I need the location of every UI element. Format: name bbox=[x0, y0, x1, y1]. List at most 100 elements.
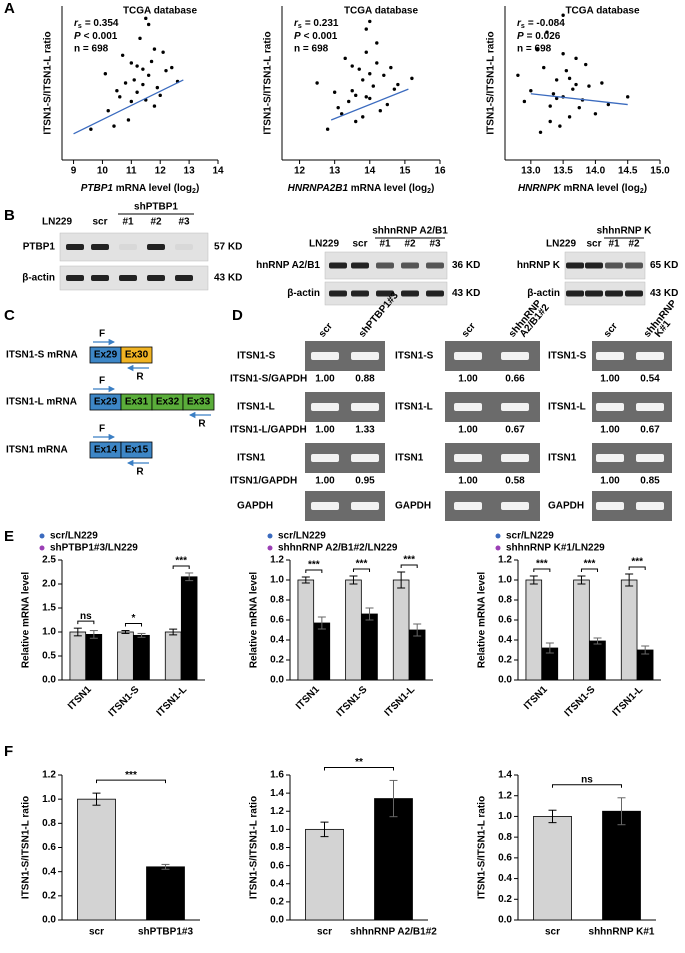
blot-band bbox=[605, 262, 623, 269]
stat-p-part: = 0.026 bbox=[527, 31, 561, 42]
significance-label: *** bbox=[175, 556, 187, 567]
panel-label: C bbox=[4, 307, 15, 324]
y-tick-label: 0.2 bbox=[498, 894, 512, 905]
bar bbox=[164, 631, 182, 681]
point bbox=[152, 104, 157, 108]
point bbox=[545, 30, 549, 34]
point bbox=[354, 119, 358, 124]
chart-title: TCGA database bbox=[123, 6, 198, 17]
significance-bracket bbox=[580, 568, 599, 572]
significance-label: * bbox=[132, 613, 136, 624]
significance-label: *** bbox=[125, 770, 137, 781]
point bbox=[132, 78, 136, 82]
blot-cell-label: LN229 bbox=[42, 217, 72, 228]
significance-bracket bbox=[400, 564, 418, 568]
legend-marker bbox=[267, 533, 273, 539]
y-tick-label: 1.4 bbox=[270, 788, 284, 799]
point bbox=[554, 96, 559, 101]
gel-band bbox=[351, 502, 379, 510]
stat-rs-part: r bbox=[74, 18, 79, 29]
point bbox=[516, 73, 520, 78]
x-tick-label: shhnRNP A2/B1#2 bbox=[350, 927, 437, 938]
stat-p: P = 0.026 bbox=[517, 31, 561, 42]
panel-label: D bbox=[232, 307, 243, 324]
transcript-name: ITSN1-L mRNA bbox=[6, 397, 77, 408]
blot-group-label: shhnRNP K bbox=[597, 226, 653, 237]
point bbox=[126, 118, 131, 122]
y-axis-label: ITSN1-S/ITSN1-L ratio bbox=[43, 31, 54, 134]
primer-label: F bbox=[99, 424, 105, 435]
point bbox=[106, 109, 110, 113]
trend-line bbox=[530, 93, 628, 106]
gel-band bbox=[636, 454, 664, 462]
point bbox=[385, 102, 390, 107]
y-axis-label: Relative mRNA level bbox=[477, 572, 488, 669]
blot-band bbox=[401, 290, 419, 297]
bar bbox=[133, 634, 150, 681]
blot-band bbox=[376, 290, 394, 297]
legend-label: shPTBP1#3/LN229 bbox=[50, 543, 138, 554]
bar bbox=[602, 810, 641, 921]
x-tick-label: 14.0 bbox=[586, 166, 606, 177]
blot-band bbox=[91, 244, 109, 250]
primer-label: R bbox=[198, 419, 206, 430]
exon-label: Ex15 bbox=[125, 445, 149, 456]
point bbox=[584, 62, 588, 67]
gel-band bbox=[454, 502, 482, 510]
stat-rs-part: s bbox=[298, 23, 302, 30]
y-tick-label: 0.4 bbox=[42, 866, 56, 877]
x-tick-label: scr bbox=[317, 927, 332, 938]
point bbox=[606, 102, 611, 107]
y-tick-label: 0.8 bbox=[270, 595, 284, 606]
blot-control-label: scr bbox=[352, 239, 367, 250]
gel-row-label: GAPDH bbox=[237, 501, 273, 512]
point bbox=[574, 82, 578, 87]
gel-band bbox=[501, 403, 529, 411]
point bbox=[350, 89, 354, 93]
blot-band bbox=[426, 262, 444, 269]
y-tick-label: 1.2 bbox=[270, 555, 284, 566]
point bbox=[339, 112, 344, 116]
transcript-name: ITSN1 mRNA bbox=[6, 445, 68, 456]
x-tick-label: 16 bbox=[434, 166, 446, 177]
y-tick-label: 1.2 bbox=[270, 806, 284, 817]
point bbox=[542, 65, 546, 70]
point bbox=[364, 95, 368, 99]
point bbox=[375, 41, 379, 45]
blot-band bbox=[175, 275, 193, 281]
panel-label: A bbox=[4, 0, 15, 17]
y-tick-label: 0.8 bbox=[42, 818, 56, 829]
point bbox=[149, 59, 154, 64]
x-tick-label: 11 bbox=[126, 166, 137, 177]
blot-lane-label: #1 bbox=[379, 239, 391, 250]
x-axis-label-part: 2 bbox=[427, 188, 431, 195]
bar bbox=[374, 798, 413, 921]
stat-p-part: < 0.001 bbox=[304, 31, 338, 42]
x-axis-label: HNRNPA2B1 mRNA level (log2) bbox=[288, 183, 435, 196]
y-tick-label: 0.4 bbox=[498, 873, 512, 884]
point bbox=[135, 90, 139, 94]
blot-band bbox=[351, 262, 369, 269]
gel-ratio-label: ITSN1-L/GAPDH bbox=[230, 425, 307, 436]
y-axis-label: ITSN1-S/ITSN1-L ratio bbox=[477, 796, 488, 899]
x-tick-label: 13 bbox=[329, 166, 341, 177]
gel-column-label: scr bbox=[460, 321, 478, 340]
y-tick-label: 1.5 bbox=[42, 603, 56, 614]
x-axis-label-part: 2 bbox=[192, 188, 196, 195]
blot-size-label: 57 KD bbox=[214, 242, 242, 253]
point bbox=[129, 61, 134, 65]
point bbox=[361, 78, 365, 82]
y-tick-label: 1.4 bbox=[498, 770, 512, 781]
y-tick-label: 0.8 bbox=[498, 832, 512, 843]
y-tick-label: 0.6 bbox=[270, 860, 284, 871]
point bbox=[571, 87, 575, 91]
y-tick-label: 0.4 bbox=[270, 635, 284, 646]
y-axis-label: ITSN1-S/ITSN1-L ratio bbox=[249, 796, 260, 899]
significance-label: ns bbox=[581, 774, 593, 785]
point bbox=[135, 64, 139, 68]
point bbox=[567, 76, 572, 81]
x-tick-label: ITSN1-S bbox=[335, 684, 370, 719]
x-tick-label: scr bbox=[89, 927, 104, 938]
x-tick-label: scr bbox=[545, 927, 560, 938]
bar bbox=[392, 579, 410, 681]
